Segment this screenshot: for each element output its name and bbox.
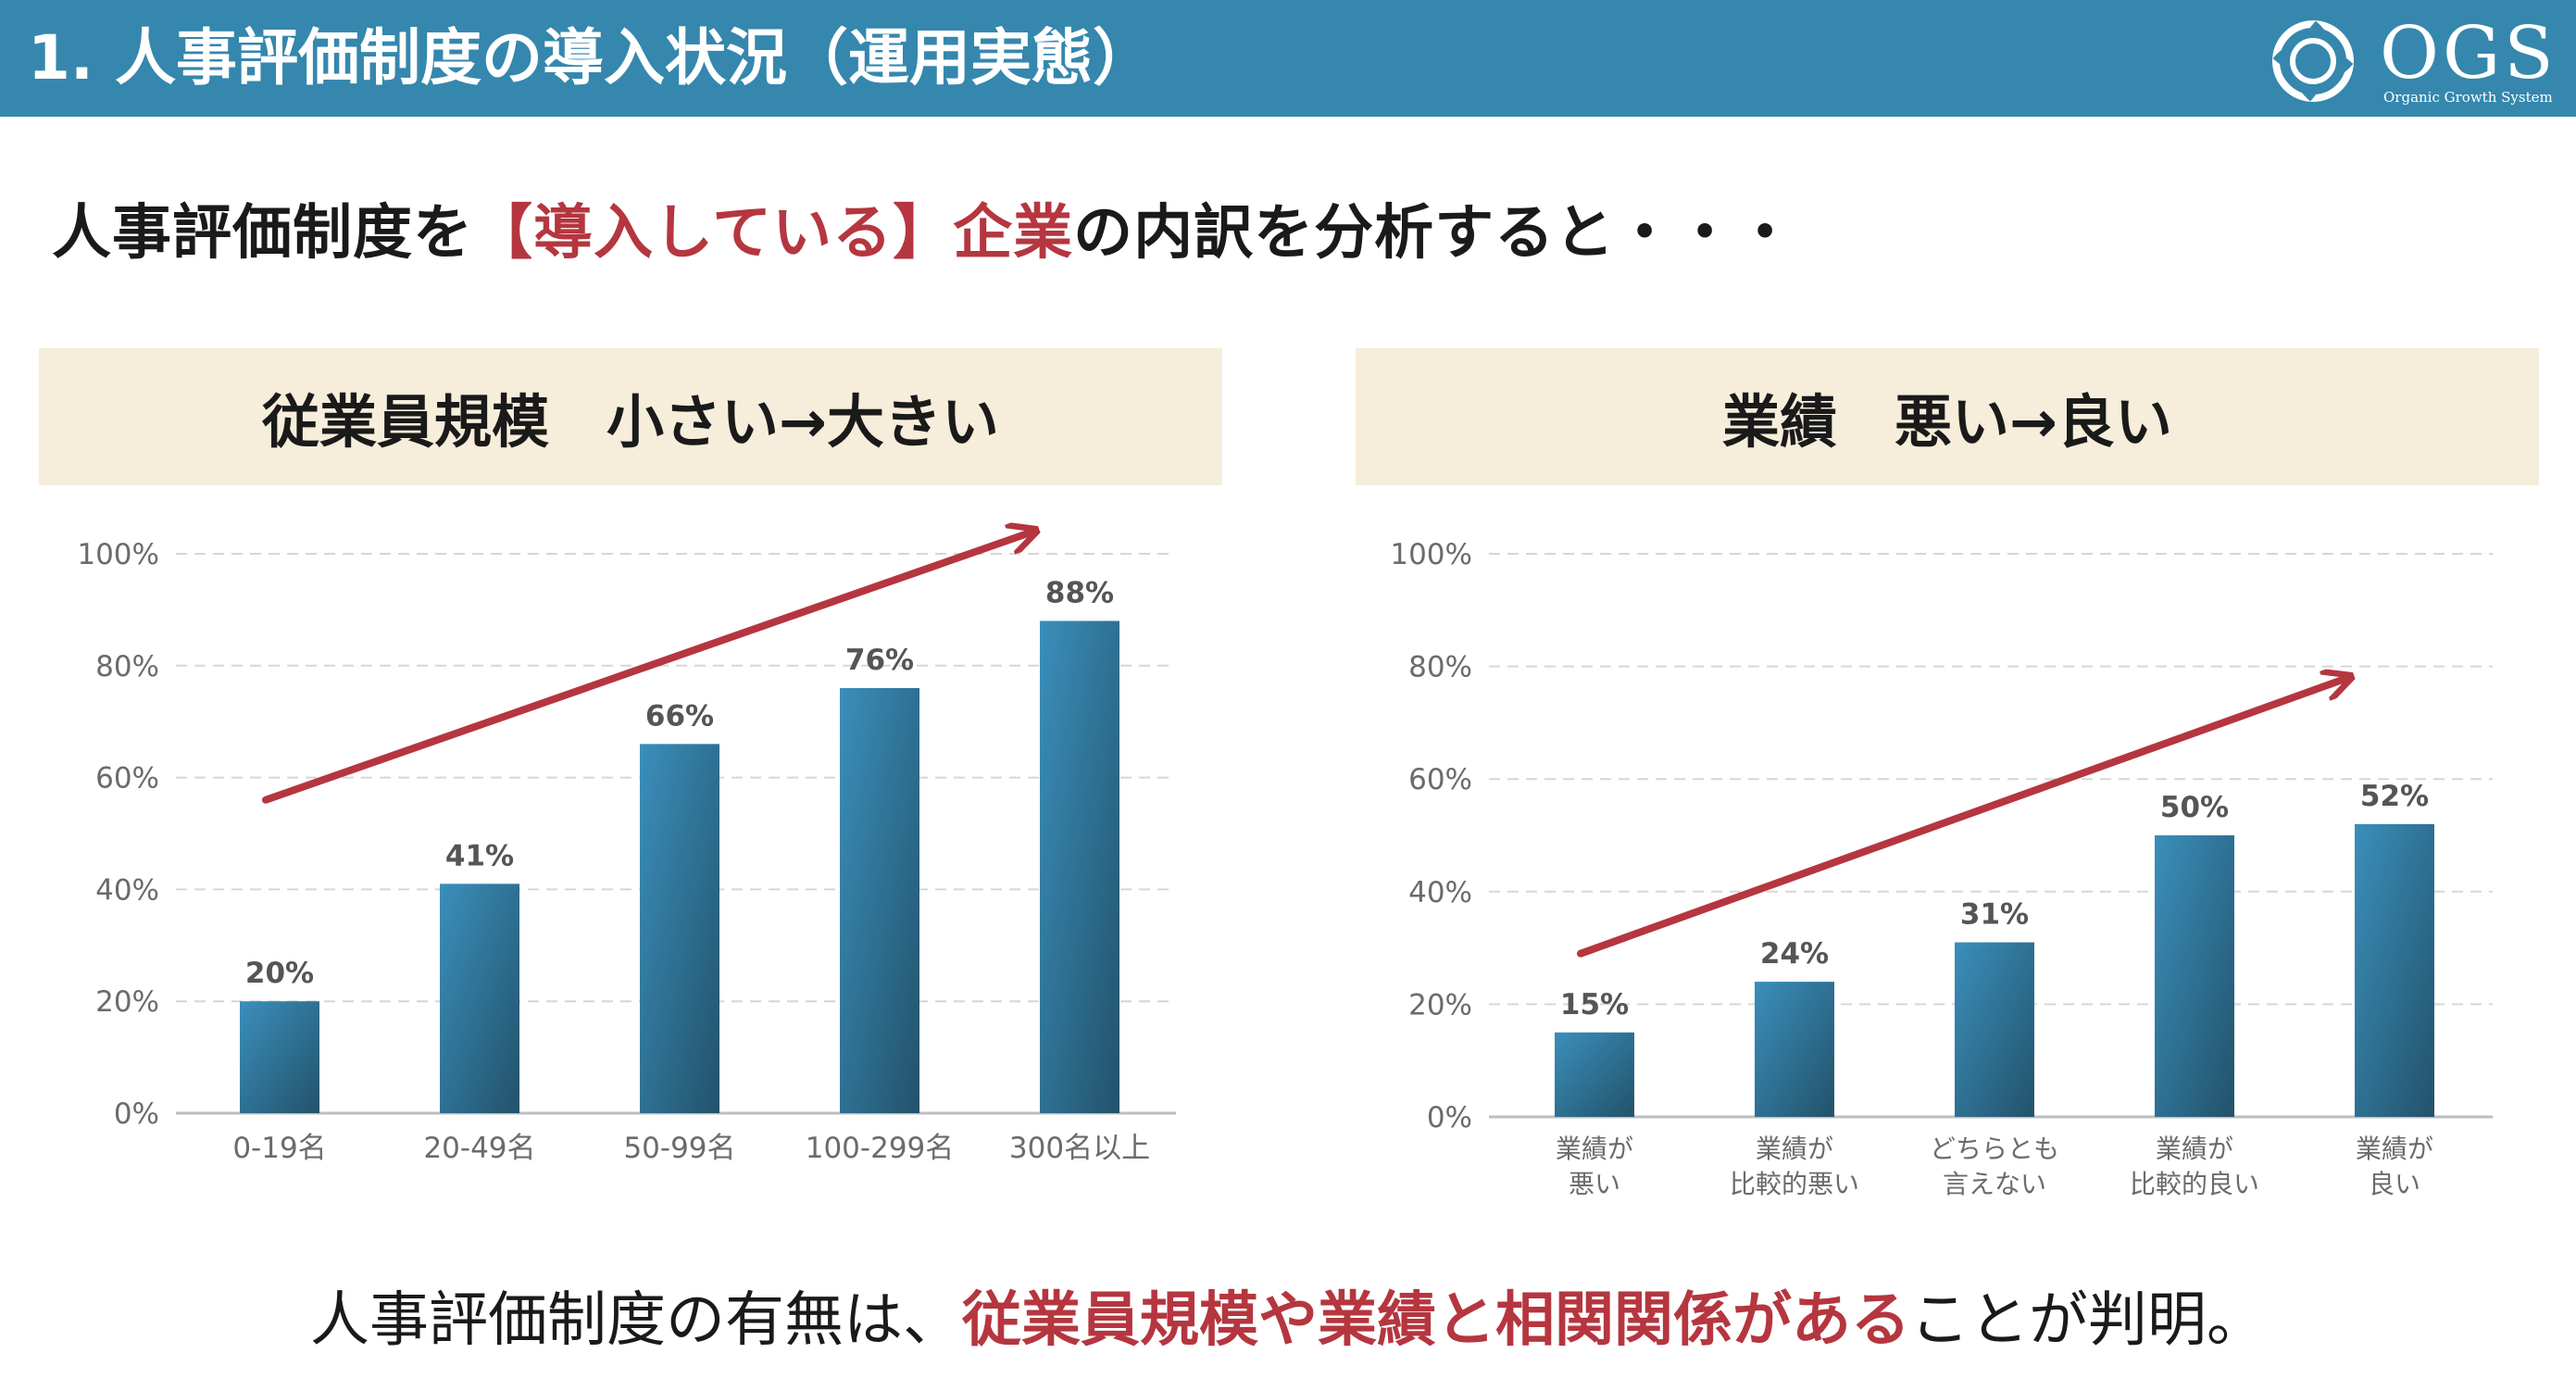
conclusion-highlight: 従業員規模や業績と相関関係がある	[962, 1286, 1910, 1355]
x-tick-label: 業績が	[1756, 1134, 1833, 1164]
bar	[440, 883, 519, 1113]
data-label: 88%	[1045, 576, 1114, 609]
x-tick-label: 言えない	[1943, 1169, 2046, 1199]
logo-text: OGS	[2380, 12, 2557, 95]
bar	[640, 744, 719, 1113]
y-tick-label: 60%	[95, 762, 159, 796]
x-tick-label: 良い	[2369, 1169, 2420, 1199]
conclusion-pre: 人事評価制度の有無は、	[310, 1286, 962, 1355]
data-label: 31%	[1960, 898, 2029, 932]
x-tick-label: 20-49名	[423, 1132, 535, 1165]
logo-subtitle: Organic Growth System	[2383, 89, 2553, 106]
y-tick-label: 20%	[95, 985, 159, 1019]
headline-pre: 人事評価制度を	[52, 199, 473, 268]
conclusion: 人事評価制度の有無は、従業員規模や業績と相関関係があることが判明。	[0, 1272, 2576, 1358]
data-label: 20%	[245, 957, 314, 990]
data-label: 24%	[1760, 937, 1829, 971]
y-tick-label: 0%	[114, 1097, 159, 1131]
title-bar: 1. 人事評価制度の導入状況（運用実態） OGS Organic Growth …	[0, 0, 2576, 117]
data-label: 15%	[1560, 988, 1629, 1021]
data-label: 41%	[445, 839, 514, 872]
x-tick-label: 比較的良い	[2130, 1169, 2259, 1199]
x-tick-label: 業績が	[2356, 1134, 2433, 1164]
data-label: 52%	[2360, 780, 2429, 813]
ogs-logo-mark-icon	[2272, 20, 2354, 102]
bar	[840, 687, 919, 1113]
chart-title-employee-size: 従業員規模 小さい→大きい	[39, 348, 1222, 485]
headline-highlight: 【導入している】企業	[473, 199, 1074, 268]
chart-title-performance: 業績 悪い→良い	[1356, 348, 2539, 485]
x-tick-label: 300名以上	[1009, 1132, 1150, 1165]
y-tick-label: 20%	[1408, 988, 1472, 1021]
y-tick-label: 40%	[95, 873, 159, 907]
data-label: 76%	[845, 644, 914, 677]
x-tick-label: 比較的悪い	[1730, 1169, 1859, 1199]
page-title: 1. 人事評価制度の導入状況（運用実態）	[28, 22, 1154, 94]
data-label: 50%	[2160, 791, 2229, 824]
bar	[240, 1001, 319, 1113]
headline-post: の内訳を分析すると・・・	[1073, 199, 1796, 268]
trend-arrow	[1577, 678, 2348, 958]
data-label: 66%	[645, 699, 714, 733]
bar	[1955, 942, 2034, 1117]
x-tick-label: 0-19名	[232, 1132, 326, 1165]
x-tick-label: 業績が	[1556, 1134, 1633, 1164]
bar	[1040, 620, 1119, 1113]
y-tick-label: 40%	[1408, 876, 1472, 909]
x-tick-label: どちらとも	[1930, 1134, 2059, 1164]
trend-arrow	[262, 532, 1033, 804]
x-tick-label: 100-299名	[806, 1132, 955, 1165]
bar	[2355, 823, 2434, 1117]
conclusion-post: ことが判明。	[1910, 1286, 2266, 1355]
y-tick-label: 80%	[1408, 651, 1472, 684]
x-tick-label: 悪い	[1569, 1169, 1620, 1199]
y-tick-label: 100%	[77, 538, 159, 571]
y-tick-label: 100%	[1390, 538, 1472, 571]
y-tick-label: 60%	[1408, 763, 1472, 796]
bar	[2155, 835, 2234, 1117]
bar	[1755, 982, 1834, 1117]
x-tick-label: 業績が	[2156, 1134, 2233, 1164]
x-tick-label: 50-99名	[623, 1132, 735, 1165]
chart-employee-size: 0% 20% 40% 60% 80% 100% 20% 0-19名 41% 20-49名 66% 50…	[77, 532, 1176, 1165]
y-tick-label: 0%	[1427, 1101, 1472, 1134]
bar	[1555, 1032, 1634, 1117]
ogs-logo: OGS Organic Growth System	[2267, 13, 2572, 109]
y-tick-label: 80%	[95, 650, 159, 683]
headline: 人事評価制度を【導入している】企業の内訳を分析すると・・・	[52, 185, 1795, 270]
